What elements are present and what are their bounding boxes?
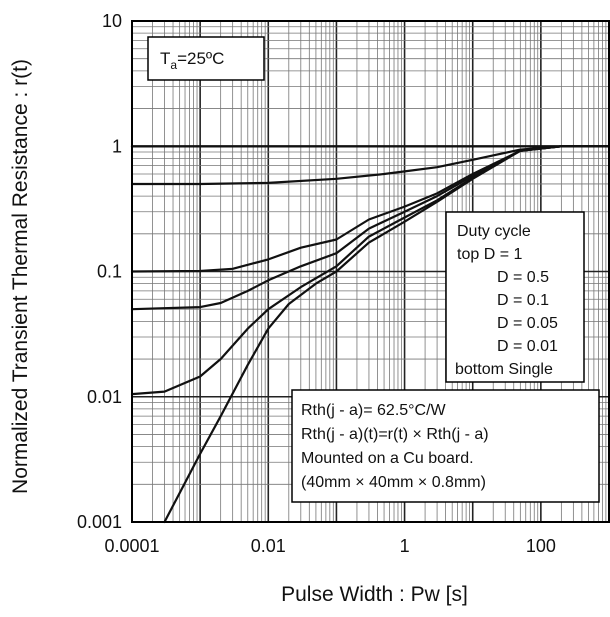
y-tick-label: 0.1 <box>97 262 122 282</box>
plot-frame <box>131 20 610 523</box>
note-line-formula: Rth(j - a)(t)=r(t) × Rth(j - a) <box>301 426 489 443</box>
tick-labels: 0.0001 0.01 1 100 10 1 0.1 0.01 0.001 <box>77 11 556 556</box>
x-tick-label: 0.01 <box>251 536 286 556</box>
series-lines <box>130 145 610 524</box>
ta-subscript: a <box>170 58 177 72</box>
legend-title: Duty cycle <box>457 223 531 240</box>
ta-suffix: =25ºC <box>177 49 224 68</box>
y-axis-title: Normalized Transient Thermal Resistance … <box>9 59 32 494</box>
legend-entry-single: bottom Single <box>455 361 553 378</box>
y-tick-label: 1 <box>112 136 122 156</box>
note-line-rth: Rth(j - a)= 62.5°C/W <box>301 402 447 419</box>
note-line-mounted: Mounted on a Cu board. <box>301 450 474 467</box>
note-line-board: (40mm × 40mm × 0.8mm) <box>301 474 486 491</box>
x-tick-label: 1 <box>400 536 410 556</box>
legend-entry-d05: D = 0.5 <box>497 269 549 286</box>
y-tick-label: 0.001 <box>77 512 122 532</box>
y-tick-label: 10 <box>102 11 122 31</box>
ambient-temperature-label: Ta=25ºC <box>147 36 265 81</box>
x-axis-title: Pulse Width : Pw [s] <box>281 583 468 606</box>
x-tick-label: 100 <box>526 536 556 556</box>
x-tick-label: 0.0001 <box>104 536 159 556</box>
series-line-5 <box>163 145 610 524</box>
legend-entry-d005: D = 0.05 <box>497 315 558 332</box>
legend: Duty cycle top D = 1 D = 0.5 D = 0.1 D =… <box>445 211 585 383</box>
legend-entry-d01: D = 0.1 <box>497 292 549 309</box>
y-tick-label: 0.01 <box>87 387 122 407</box>
note-box: Rth(j - a)= 62.5°C/W Rth(j - a)(t)=r(t) … <box>291 389 600 503</box>
legend-entry-d001: D = 0.01 <box>497 338 558 355</box>
ta-prefix: T <box>160 49 170 68</box>
legend-entry-top: top D = 1 <box>457 246 522 263</box>
ambient-temperature-text: Ta=25ºC <box>160 49 224 72</box>
